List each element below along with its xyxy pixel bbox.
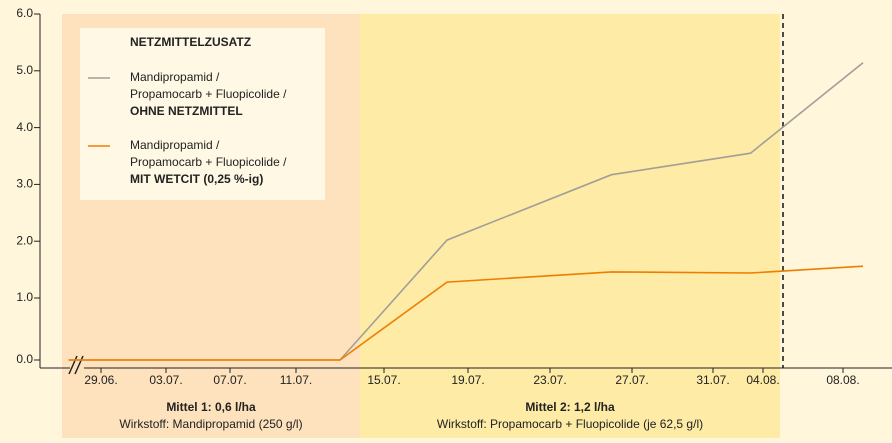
region-sublabel: Wirkstoff: Mandipropamid (250 g/l)	[119, 417, 302, 431]
legend-box	[80, 28, 325, 200]
y-tick-label: 5.0	[16, 63, 33, 77]
x-tick-label: 31.07.	[696, 373, 729, 387]
x-tick-label: 23.07.	[533, 373, 566, 387]
legend-label: Mandipropamid /	[130, 70, 220, 84]
legend-label: Propamocarb + Fluopicolide /	[130, 87, 287, 101]
y-tick-label: 3.0	[16, 177, 33, 191]
y-tick-label: 2.0	[16, 233, 33, 247]
series-line	[68, 265, 864, 361]
x-tick-label: 19.07.	[451, 373, 484, 387]
legend-title: NETZMITTELZUSATZ	[130, 35, 251, 49]
region-sublabel: Wirkstoff: Propamocarb + Fluopicolide (j…	[437, 417, 703, 431]
y-tick-label: 0.0	[16, 352, 33, 366]
legend-label: Mandipropamid /	[130, 138, 220, 152]
x-tick-label: 27.07.	[615, 373, 648, 387]
x-tick-label: 03.07.	[149, 373, 182, 387]
legend-label: Propamocarb + Fluopicolide /	[130, 155, 287, 169]
y-tick-label: 6.0	[16, 6, 33, 20]
x-tick-label: 04.08.	[746, 373, 779, 387]
x-tick-label: 11.07.	[280, 373, 312, 387]
region-label: Mittel 2: 1,2 l/ha	[525, 400, 615, 414]
x-tick-label: 29.06.	[84, 373, 117, 387]
legend-label: MIT WETCIT (0,25 %-ig)	[130, 172, 263, 186]
y-tick-label: 4.0	[16, 120, 33, 134]
x-tick-label: 08.08.	[826, 373, 859, 387]
region-2	[360, 14, 780, 438]
x-tick-label: 07.07.	[213, 373, 246, 387]
axis-break	[68, 355, 84, 375]
y-tick-label: 1.0	[16, 290, 33, 304]
region-label: Mittel 1: 0,6 l/ha	[166, 400, 256, 414]
x-tick-label: 15.07.	[367, 373, 400, 387]
legend-label: OHNE NETZMITTEL	[130, 104, 243, 118]
